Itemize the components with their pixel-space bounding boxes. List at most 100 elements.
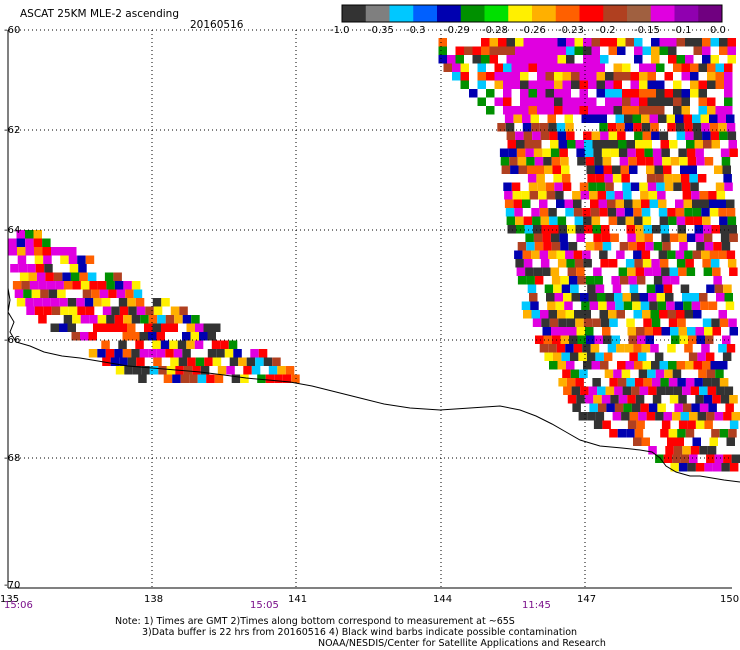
swath-cell bbox=[724, 97, 733, 106]
swath-cell bbox=[528, 80, 537, 89]
swath-cell bbox=[726, 114, 735, 123]
swath-cell bbox=[553, 284, 562, 293]
swath-cell bbox=[731, 412, 740, 421]
swath-cell bbox=[697, 412, 707, 421]
swath-cell bbox=[562, 80, 571, 89]
swath-cell bbox=[545, 106, 554, 115]
swath-cell bbox=[591, 55, 600, 64]
swath-cell bbox=[672, 454, 681, 463]
swath-cell bbox=[63, 281, 73, 290]
swath-cell bbox=[544, 352, 553, 361]
swath-cell bbox=[507, 225, 516, 234]
swath-cell bbox=[580, 191, 590, 200]
swath-cell bbox=[180, 374, 190, 383]
swath-cell bbox=[500, 157, 510, 166]
swath-cell bbox=[572, 191, 581, 200]
swath-cell bbox=[717, 199, 726, 208]
swath-cell bbox=[618, 148, 628, 157]
swath-cell bbox=[511, 106, 520, 115]
swath-cell bbox=[724, 386, 734, 395]
swath-cell bbox=[677, 429, 686, 438]
swath-cell bbox=[43, 255, 52, 264]
swath-cell bbox=[714, 165, 723, 174]
swath-cell bbox=[690, 446, 700, 455]
swath-cell bbox=[601, 395, 611, 404]
swath-cell bbox=[139, 349, 149, 358]
swath-cell bbox=[566, 55, 575, 64]
swath-cell bbox=[622, 293, 631, 302]
swath-cell bbox=[506, 46, 515, 55]
swath-cell bbox=[659, 46, 668, 55]
swath-cell bbox=[641, 437, 650, 446]
swath-cell bbox=[705, 352, 715, 361]
swath-cell bbox=[651, 46, 660, 55]
swath-cell bbox=[673, 89, 682, 98]
swath-cell bbox=[590, 208, 600, 217]
swath-cell bbox=[660, 429, 669, 438]
swath-cell bbox=[33, 230, 42, 239]
swath-cell bbox=[690, 80, 699, 89]
swath-cell bbox=[677, 225, 686, 234]
swath-cell bbox=[719, 216, 728, 225]
swath-cell bbox=[583, 55, 592, 64]
swath-cell bbox=[692, 437, 701, 446]
swath-cell bbox=[455, 46, 464, 55]
swath-cell bbox=[698, 106, 707, 115]
swath-cell bbox=[706, 454, 715, 463]
swath-cell bbox=[636, 276, 646, 285]
swath-cell bbox=[536, 174, 545, 183]
swath-cell bbox=[163, 374, 173, 383]
swath-cell bbox=[665, 446, 674, 455]
swath-cell bbox=[722, 352, 732, 361]
swath-cell bbox=[114, 315, 124, 324]
swath-cell bbox=[243, 366, 252, 375]
swath-cell bbox=[593, 148, 602, 157]
swath-cell bbox=[562, 72, 571, 81]
swath-cell bbox=[149, 366, 159, 375]
swath-cell bbox=[515, 259, 524, 268]
swath-cell bbox=[676, 55, 685, 64]
swath-cell bbox=[719, 38, 728, 47]
swath-cell bbox=[703, 140, 712, 149]
swath-cell bbox=[537, 72, 546, 81]
swath-cell bbox=[182, 332, 191, 341]
footer-credit: NOAA/NESDIS/Center for Satellite Applica… bbox=[318, 638, 606, 649]
swath-cell bbox=[573, 199, 582, 208]
swath-cell bbox=[713, 276, 722, 285]
swath-cell bbox=[170, 357, 179, 366]
swath-cell bbox=[626, 378, 635, 387]
swath-cell bbox=[555, 301, 565, 310]
swath-cell bbox=[70, 272, 80, 281]
swath-cell bbox=[708, 301, 718, 310]
swath-cell bbox=[715, 80, 724, 89]
swath-cell bbox=[605, 80, 614, 89]
swath-cell bbox=[583, 131, 592, 140]
swath-cell bbox=[514, 208, 523, 217]
swath-cell bbox=[692, 208, 702, 217]
swath-cell bbox=[612, 174, 622, 183]
swath-cell bbox=[660, 378, 669, 387]
swath-cell bbox=[102, 357, 111, 366]
swath-cell bbox=[25, 298, 34, 307]
swath-cell bbox=[127, 298, 136, 307]
swath-cell bbox=[728, 318, 737, 327]
colorbar-swatch bbox=[508, 5, 533, 22]
swath-cell bbox=[691, 403, 700, 412]
swath-cell bbox=[546, 191, 556, 200]
colorbar-swatch bbox=[484, 5, 509, 22]
swath-cell bbox=[696, 242, 705, 251]
swath-cell bbox=[655, 174, 664, 183]
swath-cell bbox=[639, 182, 648, 191]
swath-cell bbox=[576, 327, 585, 336]
swath-cell bbox=[503, 106, 512, 115]
swath-cell bbox=[515, 38, 524, 47]
latitude-label: -62 bbox=[4, 125, 21, 136]
swath-cell bbox=[562, 369, 571, 378]
swath-cell bbox=[702, 378, 712, 387]
swath-cell bbox=[627, 148, 636, 157]
swath-cell bbox=[619, 242, 629, 251]
swath-cell bbox=[85, 306, 95, 315]
swath-cell bbox=[596, 72, 605, 81]
swath-cell bbox=[662, 242, 671, 251]
swath-cell bbox=[132, 366, 142, 375]
